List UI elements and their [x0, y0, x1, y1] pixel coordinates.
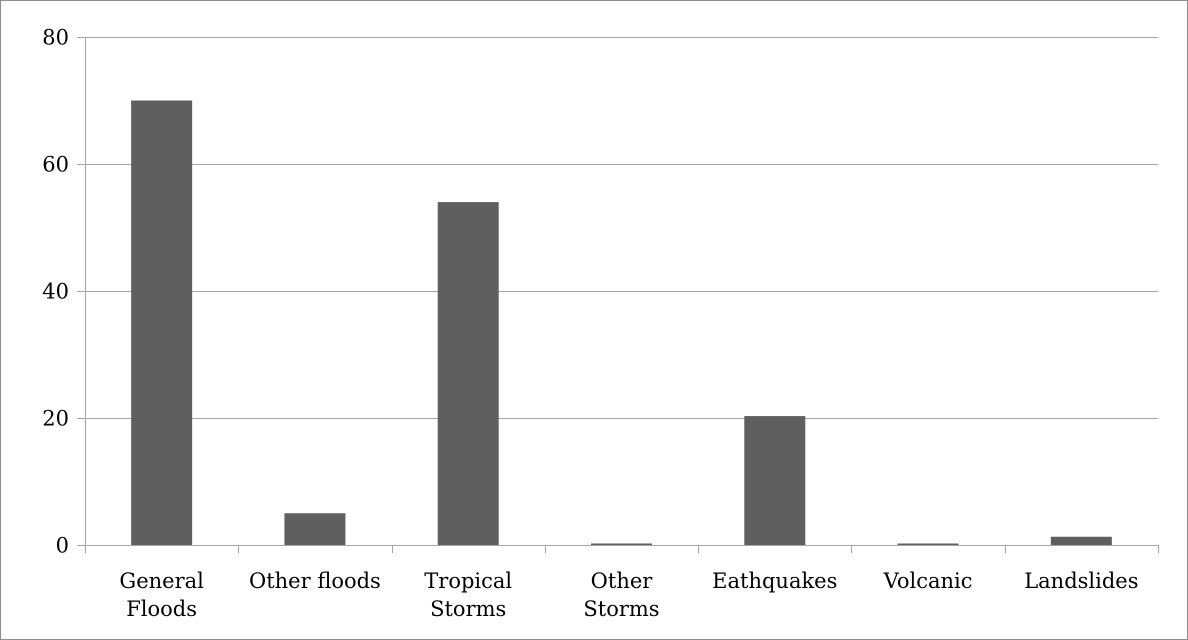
bars — [131, 100, 1112, 545]
category-label-line: Tropical — [424, 569, 512, 593]
category-label: Other Storms — [583, 569, 659, 621]
category-label: Tropical Storms — [424, 569, 512, 621]
bar-tropical-storms — [437, 202, 499, 545]
category-label: Other floods — [249, 569, 381, 593]
y-tick-labels: 0 20 40 60 80 — [42, 26, 69, 558]
category-label-line: Floods — [126, 597, 197, 621]
category-label-line: Other — [591, 569, 654, 593]
y-tick-label: 20 — [42, 407, 69, 431]
category-label-line: Eathquakes — [712, 569, 837, 593]
category-label: General Floods — [119, 569, 204, 621]
y-tick-label: 60 — [42, 153, 69, 177]
gridlines — [85, 37, 1158, 419]
category-label-line: Storms — [430, 597, 506, 621]
y-tick-label: 40 — [42, 280, 69, 304]
category-label-line: Storms — [583, 597, 659, 621]
category-label-line: General — [119, 569, 204, 593]
bar-volcanic — [897, 543, 959, 545]
bar-other-storms — [591, 543, 652, 545]
bar-landslides — [1050, 536, 1112, 545]
category-label-line: Volcanic — [883, 569, 973, 593]
category-label-line: Other floods — [249, 569, 381, 593]
category-label-line: Landslides — [1024, 569, 1138, 593]
category-label: Volcanic — [883, 569, 973, 593]
y-tick-label: 0 — [56, 534, 69, 558]
y-tick-label: 80 — [42, 26, 69, 50]
bar-eathquakes — [744, 416, 806, 545]
category-label: Eathquakes — [712, 569, 837, 593]
bar-other-floods — [284, 513, 346, 545]
bar-general-floods — [131, 100, 193, 545]
category-label: Landslides — [1024, 569, 1138, 593]
axes — [77, 37, 1159, 553]
